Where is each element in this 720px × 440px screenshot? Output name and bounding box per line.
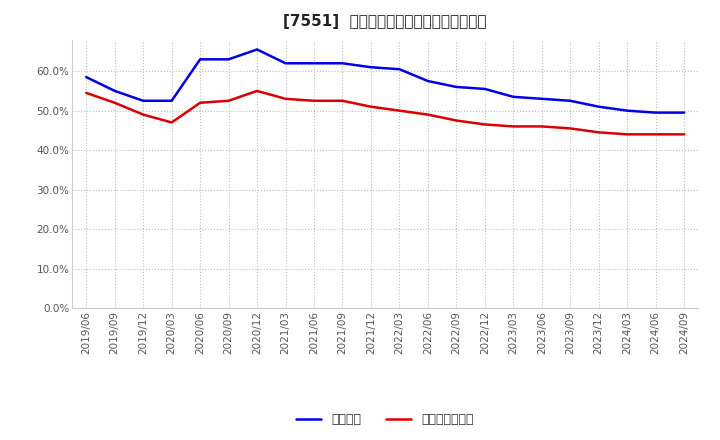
固定比率: [480, 86, 489, 92]
固定長期適合率: [110, 100, 119, 106]
固定比率: [566, 98, 575, 103]
固定長期適合率: [366, 104, 375, 109]
固定長期適合率: [282, 96, 290, 102]
Line: 固定長期適合率: 固定長期適合率: [86, 91, 684, 134]
固定長期適合率: [623, 132, 631, 137]
固定比率: [423, 78, 432, 84]
固定長期適合率: [652, 132, 660, 137]
固定長期適合率: [595, 130, 603, 135]
固定比率: [167, 98, 176, 103]
固定比率: [225, 57, 233, 62]
固定長期適合率: [196, 100, 204, 106]
Line: 固定比率: 固定比率: [86, 49, 684, 113]
Legend: 固定比率, 固定長期適合率: 固定比率, 固定長期適合率: [292, 408, 479, 431]
固定長期適合率: [452, 118, 461, 123]
固定長期適合率: [139, 112, 148, 117]
固定比率: [282, 61, 290, 66]
固定比率: [338, 61, 347, 66]
固定比率: [452, 84, 461, 90]
固定比率: [253, 47, 261, 52]
固定長期適合率: [253, 88, 261, 94]
固定比率: [680, 110, 688, 115]
固定長期適合率: [338, 98, 347, 103]
固定長期適合率: [225, 98, 233, 103]
固定比率: [139, 98, 148, 103]
固定比率: [395, 66, 404, 72]
固定長期適合率: [395, 108, 404, 113]
固定長期適合率: [680, 132, 688, 137]
固定比率: [623, 108, 631, 113]
固定長期適合率: [509, 124, 518, 129]
固定長期適合率: [310, 98, 318, 103]
固定長期適合率: [423, 112, 432, 117]
固定比率: [366, 65, 375, 70]
固定比率: [110, 88, 119, 94]
固定比率: [196, 57, 204, 62]
固定比率: [82, 74, 91, 80]
Title: [7551]  固定比率、固定長期適合率の推移: [7551] 固定比率、固定長期適合率の推移: [284, 14, 487, 29]
固定長期適合率: [566, 126, 575, 131]
固定比率: [537, 96, 546, 102]
固定長期適合率: [537, 124, 546, 129]
固定比率: [652, 110, 660, 115]
固定長期適合率: [167, 120, 176, 125]
固定比率: [595, 104, 603, 109]
固定比率: [310, 61, 318, 66]
固定長期適合率: [82, 90, 91, 95]
固定長期適合率: [480, 122, 489, 127]
固定比率: [509, 94, 518, 99]
